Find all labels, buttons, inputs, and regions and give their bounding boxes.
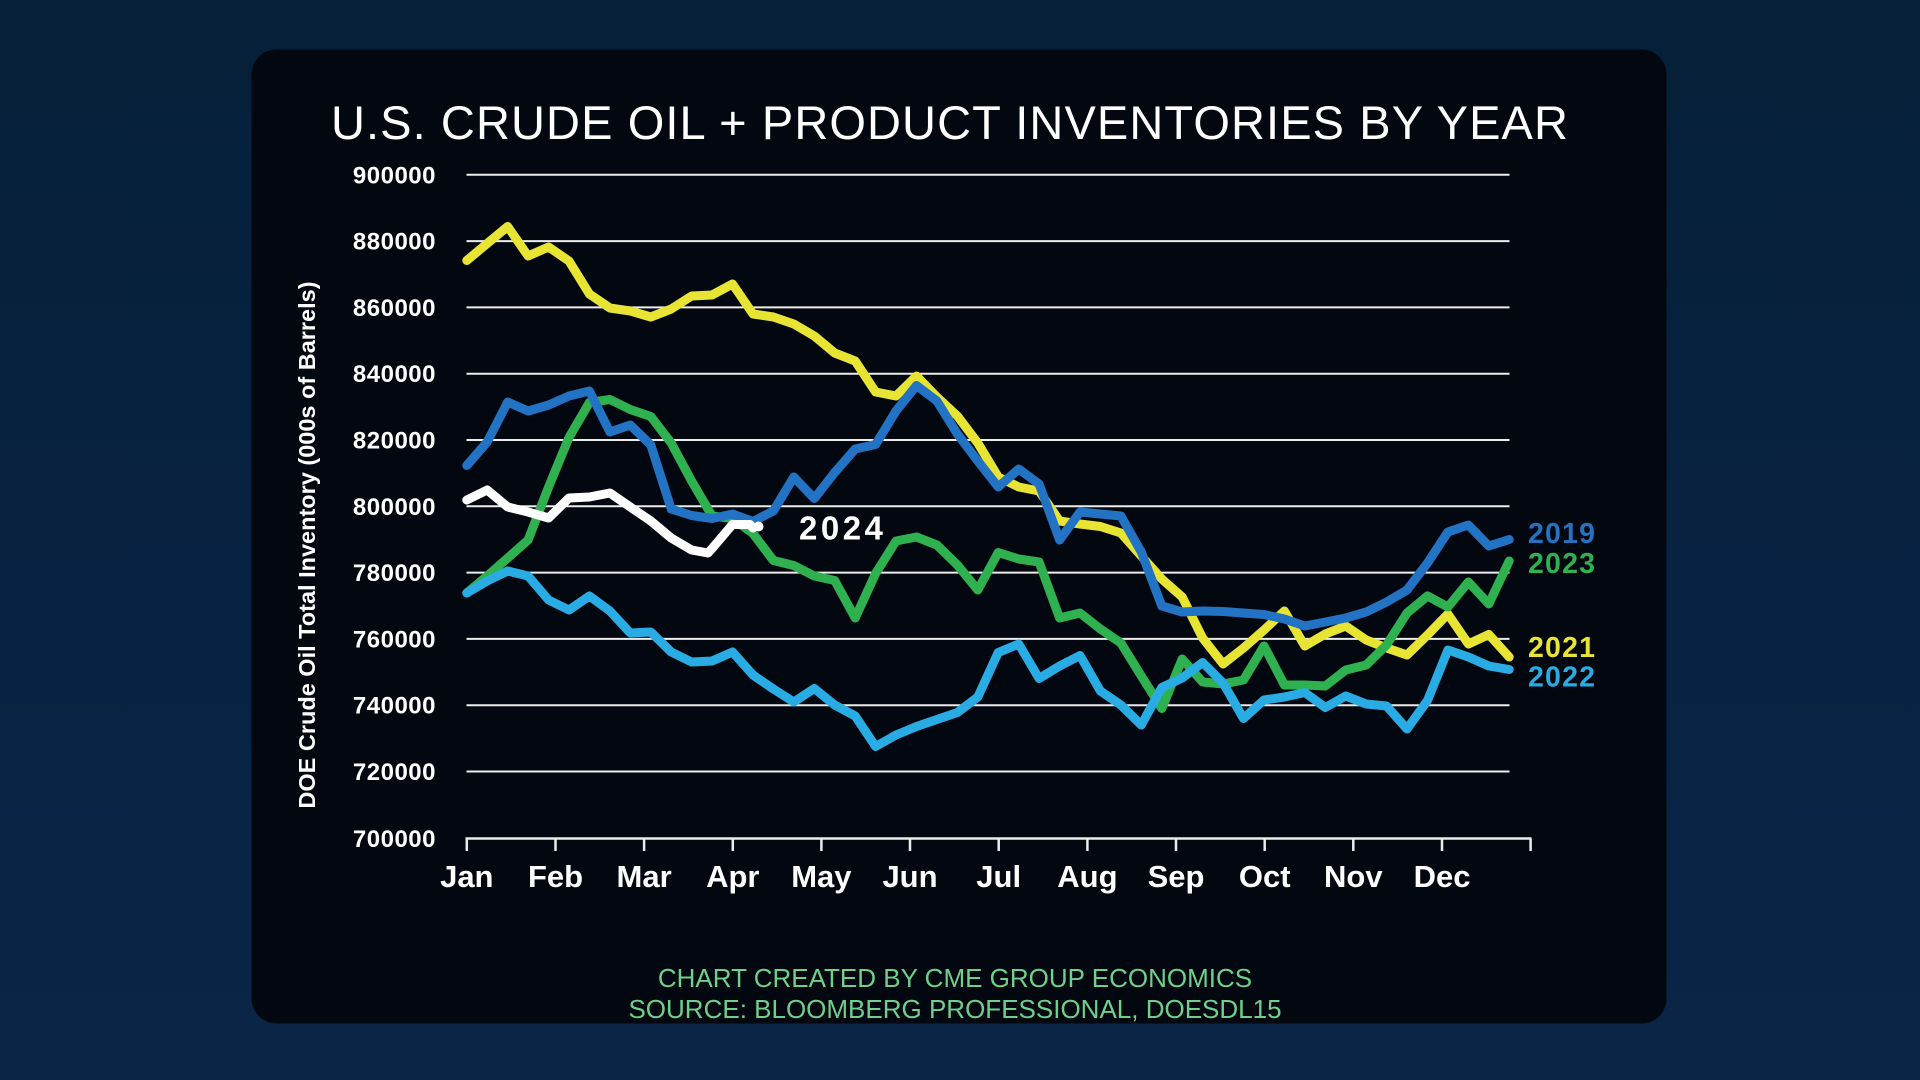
svg-text:DOE Crude Oil Total Inventory: DOE Crude Oil Total Inventory (000s of B… xyxy=(294,281,320,808)
svg-text:May: May xyxy=(791,859,852,894)
svg-text:800000: 800000 xyxy=(353,494,436,521)
svg-text:2023: 2023 xyxy=(1528,548,1596,580)
svg-text:Aug: Aug xyxy=(1057,859,1117,894)
svg-text:2022: 2022 xyxy=(1528,662,1596,694)
svg-text:2019: 2019 xyxy=(1528,518,1596,550)
svg-text:700000: 700000 xyxy=(353,826,436,853)
svg-text:760000: 760000 xyxy=(353,626,436,653)
svg-text:Jul: Jul xyxy=(976,859,1021,894)
svg-text:780000: 780000 xyxy=(353,560,436,587)
svg-text:840000: 840000 xyxy=(353,361,436,388)
svg-text:CHART CREATED BY CME GROUP ECO: CHART CREATED BY CME GROUP ECONOMICS xyxy=(658,963,1252,993)
svg-text:Jun: Jun xyxy=(882,859,937,894)
svg-text:2024: 2024 xyxy=(799,510,886,547)
svg-text:Oct: Oct xyxy=(1239,859,1291,894)
svg-text:Dec: Dec xyxy=(1414,859,1471,894)
svg-text:Nov: Nov xyxy=(1324,859,1383,894)
svg-text:Apr: Apr xyxy=(706,859,759,894)
svg-text:Mar: Mar xyxy=(617,859,672,894)
svg-text:900000: 900000 xyxy=(353,162,436,189)
svg-text:860000: 860000 xyxy=(353,295,436,322)
svg-text:880000: 880000 xyxy=(353,229,436,256)
svg-text:U.S. CRUDE OIL + PRODUCT INVEN: U.S. CRUDE OIL + PRODUCT INVENTORIES BY … xyxy=(331,96,1569,149)
svg-text:Sep: Sep xyxy=(1148,859,1205,894)
svg-text:820000: 820000 xyxy=(353,428,436,455)
svg-text:Feb: Feb xyxy=(528,859,583,894)
svg-text:2021: 2021 xyxy=(1528,632,1596,664)
svg-text:740000: 740000 xyxy=(353,693,436,720)
svg-text:SOURCE: BLOOMBERG PROFESSIONAL: SOURCE: BLOOMBERG PROFESSIONAL, DOESDL15 xyxy=(628,994,1281,1024)
svg-text:720000: 720000 xyxy=(353,759,436,786)
svg-text:Jan: Jan xyxy=(440,859,493,894)
